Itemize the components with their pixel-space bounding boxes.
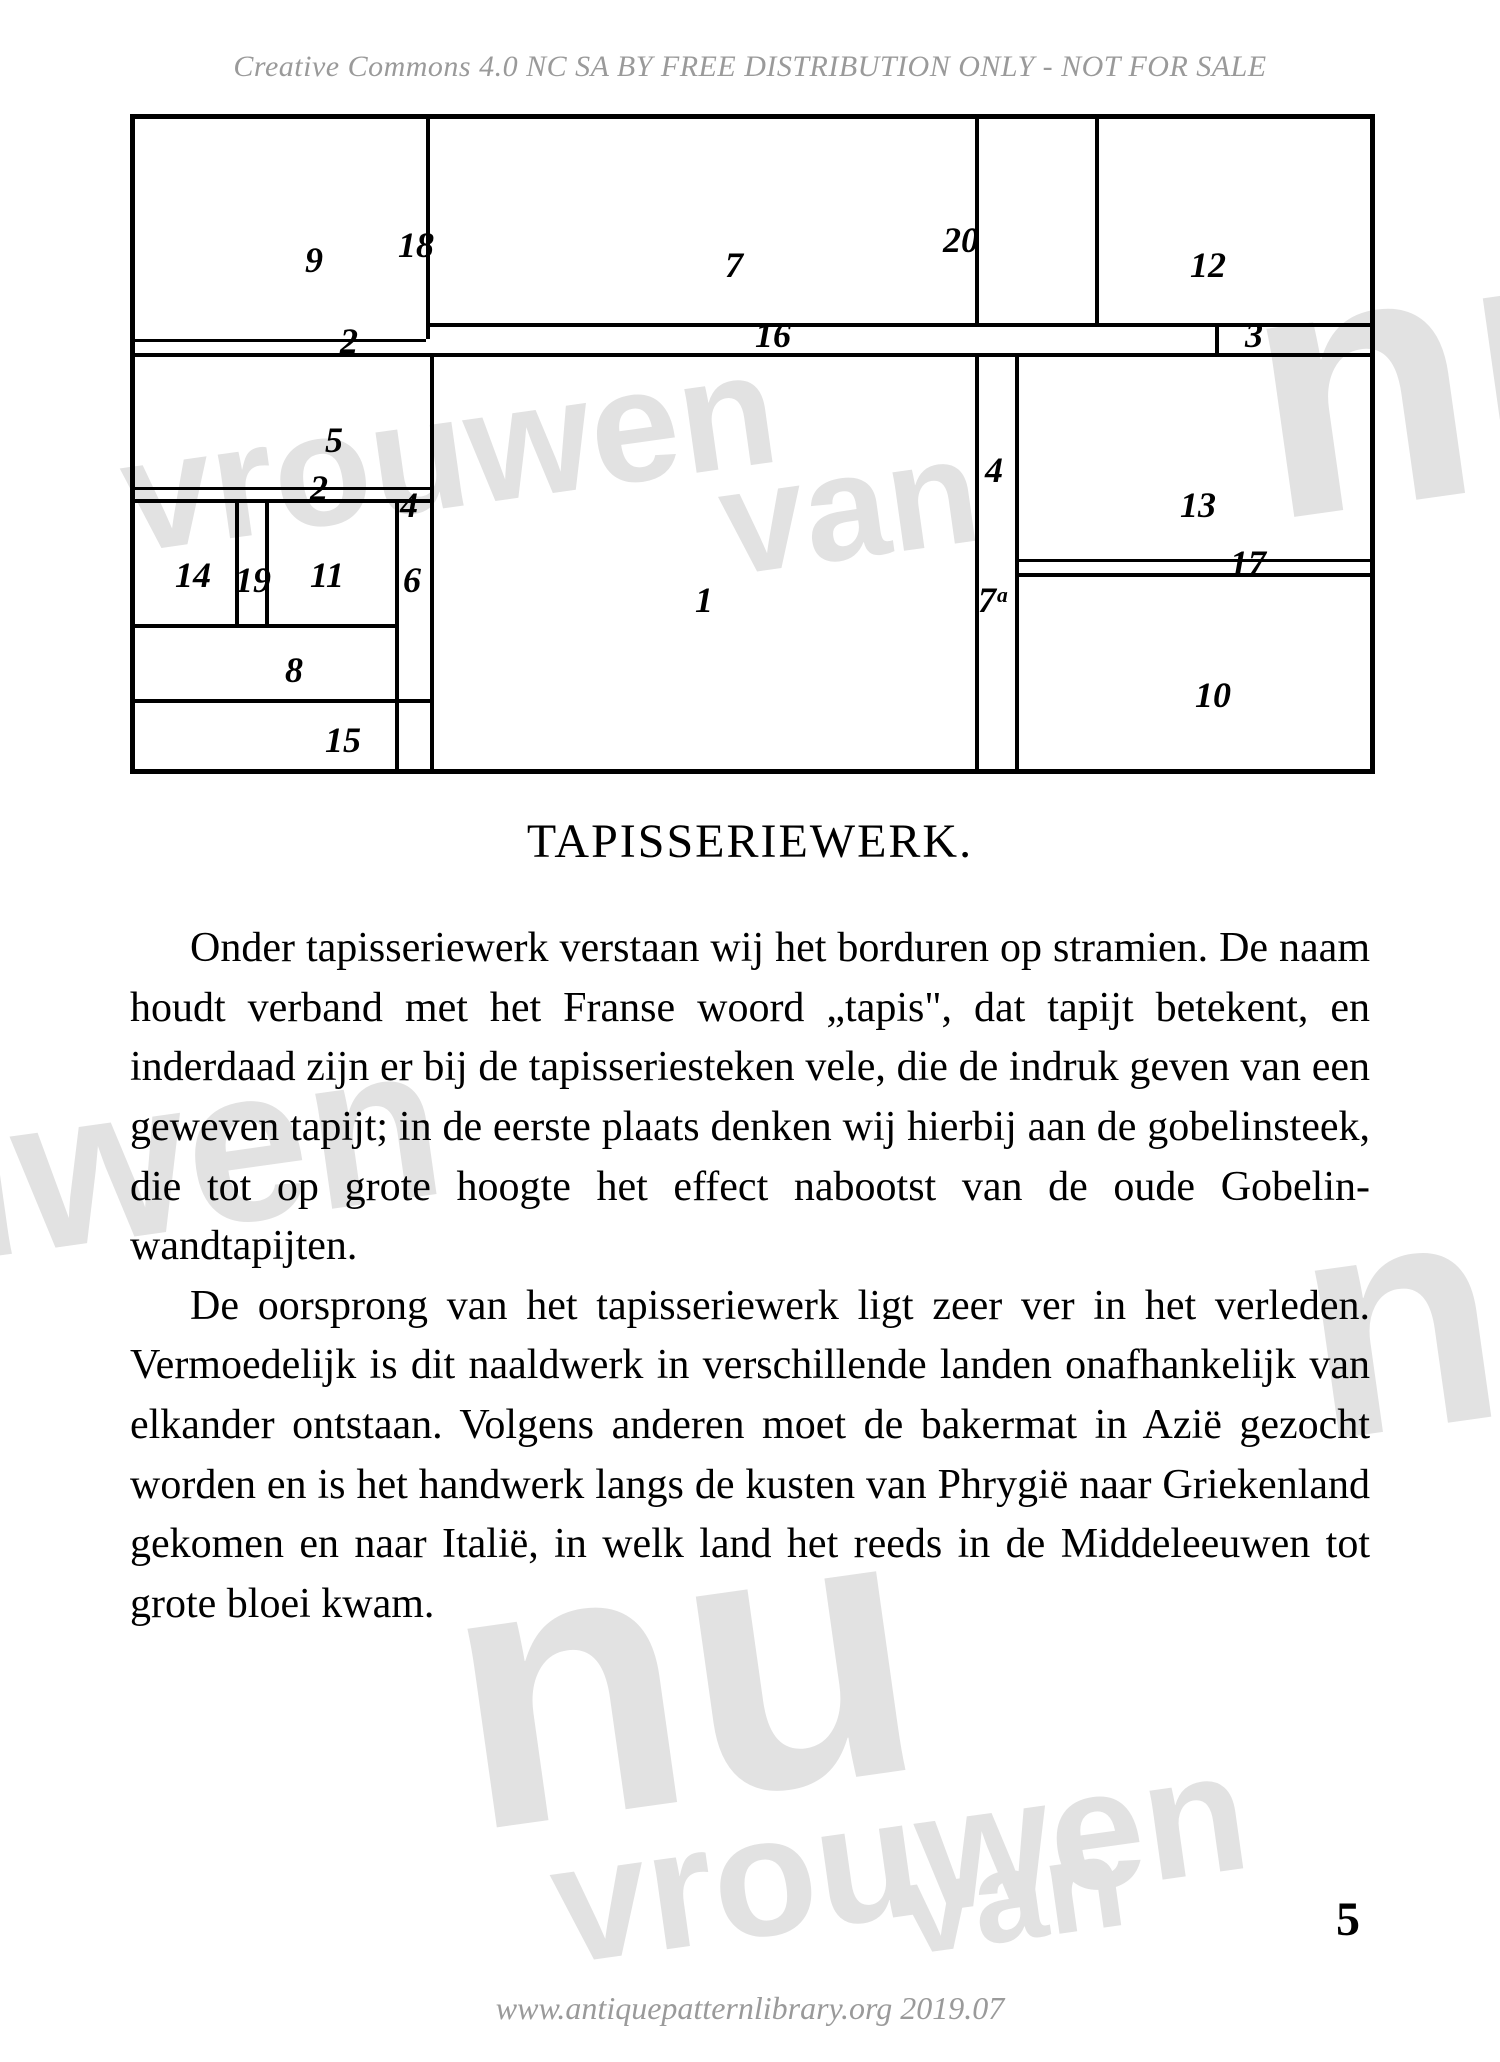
diagram-line xyxy=(430,353,1370,357)
diagram-line xyxy=(1015,357,1019,769)
diagram-label: 8 xyxy=(285,649,303,691)
page-title: TAPISSERIEWERK. xyxy=(130,814,1370,869)
diagram-label: 6 xyxy=(403,559,421,601)
page-number: 5 xyxy=(1336,1892,1360,1947)
diagram-label: 4 xyxy=(400,484,418,526)
diagram-line xyxy=(1019,573,1370,577)
paragraph: Onder tapisseriewerk verstaan wij het bo… xyxy=(130,919,1370,1277)
footer-url: www.antiquepatternlibrary.org 2019.07 xyxy=(0,1990,1500,2027)
diagram-line xyxy=(430,353,434,769)
diagram-label: 7ᵃ xyxy=(978,579,1007,621)
diagram-label: 11 xyxy=(310,554,344,596)
diagram-line xyxy=(975,357,979,769)
diagram-line xyxy=(395,499,399,769)
diagram-label: 2 xyxy=(310,467,328,509)
diagram-label: 5 xyxy=(325,419,343,461)
diagram-line xyxy=(135,699,434,703)
body-text: Onder tapisseriewerk verstaan wij het bo… xyxy=(130,919,1370,1635)
diagram-label: 13 xyxy=(1180,484,1216,526)
diagram-line xyxy=(135,499,430,503)
diagram-line xyxy=(135,624,395,628)
page: vrouwenvannuuwennuvrouwenvannu Creative … xyxy=(0,0,1500,2062)
license-header: Creative Commons 4.0 NC SA BY FREE DISTR… xyxy=(130,50,1370,84)
diagram-line xyxy=(1215,323,1219,357)
diagram-label: 14 xyxy=(175,554,211,596)
diagram-line xyxy=(430,323,1370,327)
diagram-line xyxy=(135,339,426,342)
diagram-label: 12 xyxy=(1190,244,1226,286)
paragraph: De oorsprong van het tapisseriewerk ligt… xyxy=(130,1277,1370,1635)
diagram-line xyxy=(135,487,430,490)
diagram-label: 19 xyxy=(235,559,271,601)
diagram-label: 15 xyxy=(325,719,361,761)
content: Creative Commons 4.0 NC SA BY FREE DISTR… xyxy=(130,50,1370,1635)
diagram-label: 3 xyxy=(1245,314,1263,356)
watermark-text: van xyxy=(891,1805,1134,1985)
diagram-label: 1 xyxy=(695,579,713,621)
diagram-label: 17 xyxy=(1230,542,1266,584)
diagram-label: 10 xyxy=(1195,674,1231,716)
diagram-label: 20 xyxy=(943,219,979,261)
diagram-label: 16 xyxy=(755,314,791,356)
diagram-label: 4 xyxy=(985,449,1003,491)
watermark-text: vrouwen xyxy=(540,1712,1259,2003)
diagram-label: 7 xyxy=(725,244,743,286)
diagram-line xyxy=(1095,119,1099,323)
diagram-frame: 9 18 7 20 12 2 16 3 5 2 4 14 19 11 6 8 15 1 7ᵃ 4 13 17 10 xyxy=(130,114,1375,774)
diagram-label: 18 xyxy=(398,224,434,266)
diagram-label: 9 xyxy=(305,239,323,281)
diagram-line xyxy=(135,353,430,357)
diagram-label: 2 xyxy=(340,320,358,362)
diagram-line xyxy=(1019,559,1370,562)
